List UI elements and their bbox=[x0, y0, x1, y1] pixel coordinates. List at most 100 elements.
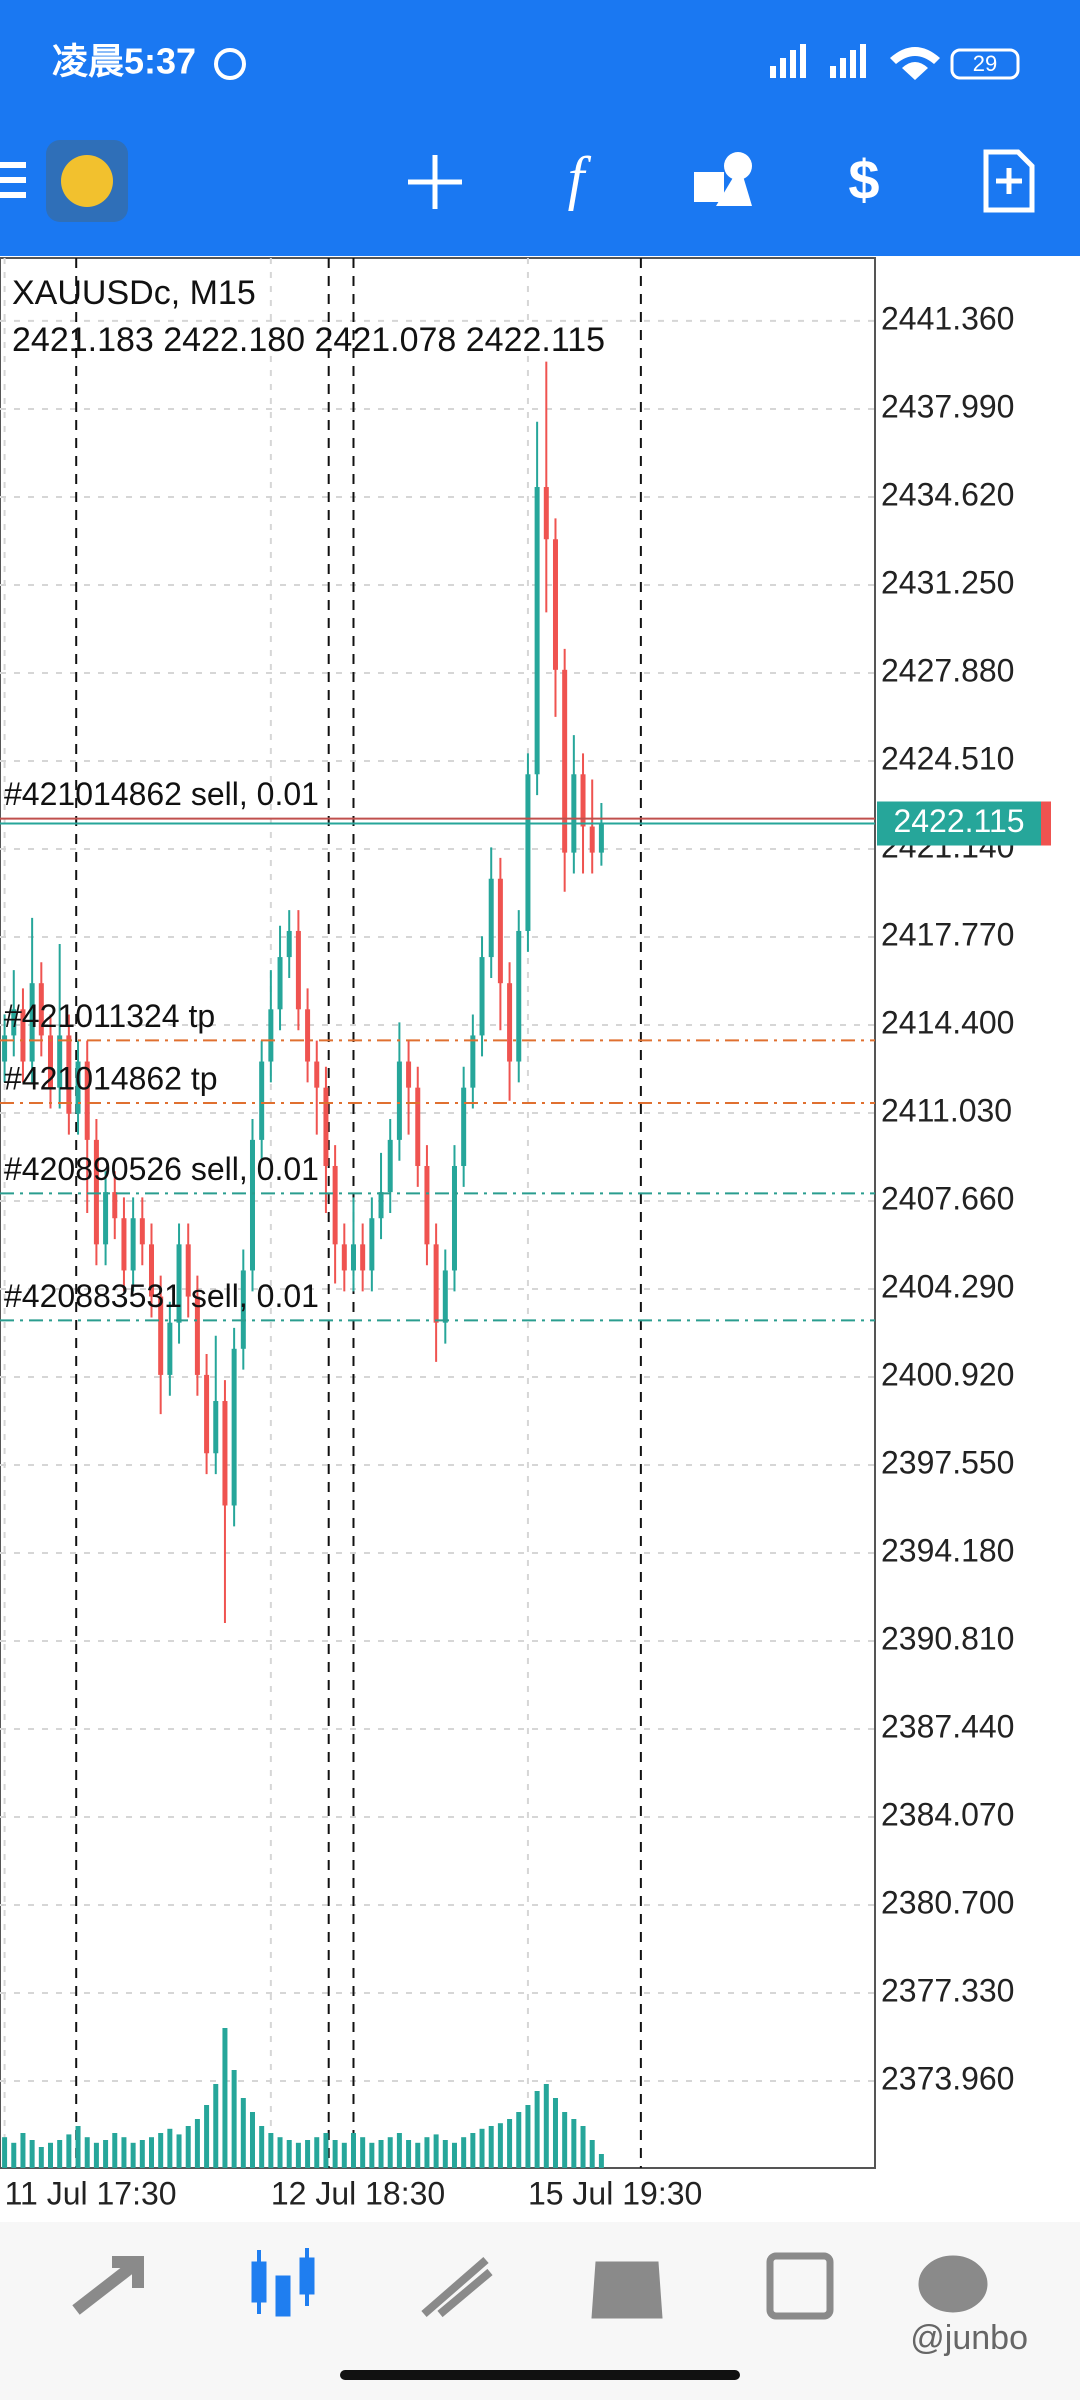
volume-bar bbox=[442, 2140, 448, 2168]
volume-bar bbox=[176, 2134, 182, 2168]
x-tick-label: 12 Jul 18:30 bbox=[271, 2175, 445, 2211]
candle-body bbox=[451, 1165, 457, 1271]
volume-bar bbox=[433, 2134, 439, 2168]
volume-bar bbox=[57, 2140, 63, 2168]
volume-bar bbox=[194, 2119, 200, 2168]
candle-body bbox=[369, 1218, 375, 1271]
nav-chart[interactable] bbox=[251, 2248, 315, 2317]
volume-bar bbox=[543, 2084, 549, 2168]
signal-icons bbox=[770, 44, 940, 80]
volume-bar bbox=[525, 2105, 531, 2168]
volume-bar bbox=[341, 2142, 347, 2168]
volume-bar bbox=[75, 2126, 81, 2168]
order-label: #421014862 tp bbox=[4, 1061, 218, 1097]
y-tick-label: 2407.660 bbox=[881, 1180, 1014, 1216]
volume-bar bbox=[562, 2112, 568, 2168]
volume-bar bbox=[497, 2123, 503, 2168]
candle-body bbox=[534, 487, 540, 775]
volume-bar bbox=[2, 2137, 8, 2168]
y-tick-label: 2411.030 bbox=[881, 1092, 1012, 1128]
candle-body bbox=[259, 1061, 265, 1140]
volume-bar bbox=[295, 2142, 301, 2168]
nav-messages[interactable] bbox=[918, 2255, 988, 2313]
volume-bar bbox=[534, 2091, 540, 2168]
volume-bar bbox=[323, 2133, 329, 2168]
candle-body bbox=[148, 1244, 154, 1297]
volume-bar bbox=[314, 2137, 320, 2168]
candle-body bbox=[240, 1270, 246, 1349]
candle-body bbox=[580, 774, 586, 827]
candle-body bbox=[470, 1035, 476, 1088]
menu-button[interactable] bbox=[0, 162, 26, 198]
crosshair-button[interactable] bbox=[408, 155, 462, 209]
nav-history[interactable] bbox=[591, 2261, 663, 2319]
candle-body bbox=[598, 823, 604, 853]
volume-bar bbox=[121, 2137, 127, 2168]
battery-icon bbox=[950, 48, 1020, 80]
volume-bar bbox=[93, 2142, 99, 2168]
volume-bar bbox=[589, 2140, 595, 2168]
objects-button[interactable] bbox=[694, 152, 752, 206]
plot-area bbox=[0, 257, 876, 2169]
candle-body bbox=[314, 1061, 320, 1088]
y-tick-label: 2384.070 bbox=[881, 1796, 1014, 1832]
trade-button[interactable]: $ bbox=[848, 148, 879, 211]
status-time: 凌晨5:37 bbox=[52, 41, 196, 82]
volume-bar bbox=[305, 2140, 311, 2168]
candle-body bbox=[332, 1165, 338, 1245]
order-label: #421014862 sell, 0.01 bbox=[4, 776, 319, 812]
candle-body bbox=[213, 1401, 219, 1454]
candle-body bbox=[222, 1401, 228, 1506]
y-tick-label: 2417.770 bbox=[881, 916, 1014, 952]
candle-body bbox=[286, 930, 292, 958]
candle-body bbox=[360, 1244, 366, 1271]
app-icon-logo bbox=[61, 155, 113, 207]
y-tick-label: 2380.700 bbox=[881, 1884, 1014, 1920]
candle-body bbox=[2, 1035, 8, 1062]
volume-bar bbox=[580, 2126, 586, 2168]
top-bar bbox=[0, 0, 1080, 256]
nav-news[interactable] bbox=[766, 2252, 834, 2320]
volume-bar bbox=[66, 2134, 72, 2168]
nav-quotes[interactable] bbox=[72, 2256, 144, 2315]
candle-body bbox=[387, 1139, 393, 1193]
new-order-button[interactable] bbox=[983, 149, 1035, 213]
volume-bar bbox=[360, 2137, 366, 2168]
y-tick-label: 2427.880 bbox=[881, 652, 1014, 688]
candle-body bbox=[130, 1218, 136, 1271]
candle-body bbox=[277, 957, 283, 1010]
volume-bar bbox=[38, 2147, 44, 2168]
y-tick-label: 2397.550 bbox=[881, 1444, 1014, 1480]
candle-body bbox=[295, 930, 301, 1010]
plot-layer: #421014862 sell, 0.01 #421011324 tp #42101… bbox=[0, 258, 875, 2168]
candle-body bbox=[433, 1244, 439, 1323]
x-tick-label: 11 Jul 17:30 bbox=[5, 2175, 177, 2211]
candle-body bbox=[442, 1270, 448, 1323]
candle-body bbox=[562, 669, 568, 853]
volume-bar bbox=[185, 2126, 191, 2168]
order-label: #421011324 tp bbox=[4, 998, 215, 1034]
candle-body bbox=[406, 1061, 412, 1088]
nav-trade[interactable] bbox=[421, 2256, 493, 2318]
candle-body bbox=[57, 1035, 63, 1088]
candle-body bbox=[75, 1061, 81, 1114]
candle-body bbox=[488, 878, 494, 958]
candle-body bbox=[47, 1035, 53, 1088]
candle-body bbox=[158, 1296, 164, 1375]
volume-bar bbox=[112, 2133, 118, 2168]
candle-body bbox=[323, 1087, 329, 1166]
y-tick-label: 2437.990 bbox=[881, 388, 1014, 424]
candle-body bbox=[378, 1192, 384, 1219]
candle-body bbox=[507, 983, 513, 1062]
candle-body bbox=[350, 1244, 356, 1271]
volume-bar bbox=[369, 2142, 375, 2168]
battery-level: 29 bbox=[973, 51, 997, 76]
candle-body bbox=[11, 1009, 17, 1036]
y-tick-label: 2377.330 bbox=[881, 1972, 1014, 2008]
volume-bar bbox=[286, 2140, 292, 2168]
volume-bar bbox=[213, 2084, 219, 2168]
order-label: #420890526 sell, 0.01 bbox=[4, 1151, 319, 1187]
volume-bar bbox=[598, 2154, 604, 2168]
y-tick-label: 2394.180 bbox=[881, 1532, 1014, 1568]
volume-bar bbox=[84, 2137, 90, 2168]
